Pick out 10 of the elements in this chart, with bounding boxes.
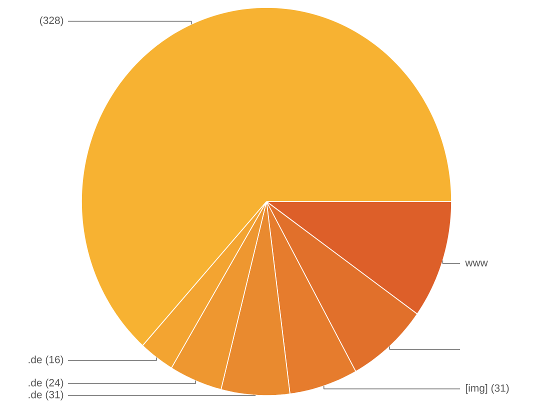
data-label: (31) [491, 384, 509, 394]
slice-label: www [465, 260, 488, 266]
slice-label: [img] [466, 384, 488, 394]
data-label: (328) [40, 16, 64, 26]
data-label: (31) [46, 390, 64, 400]
data-label: (24) [46, 378, 64, 388]
slice-label: .de [28, 378, 42, 386]
slice-label: .de [28, 356, 42, 364]
data-label: (16) [46, 356, 64, 366]
slice-label: .de [28, 390, 42, 398]
